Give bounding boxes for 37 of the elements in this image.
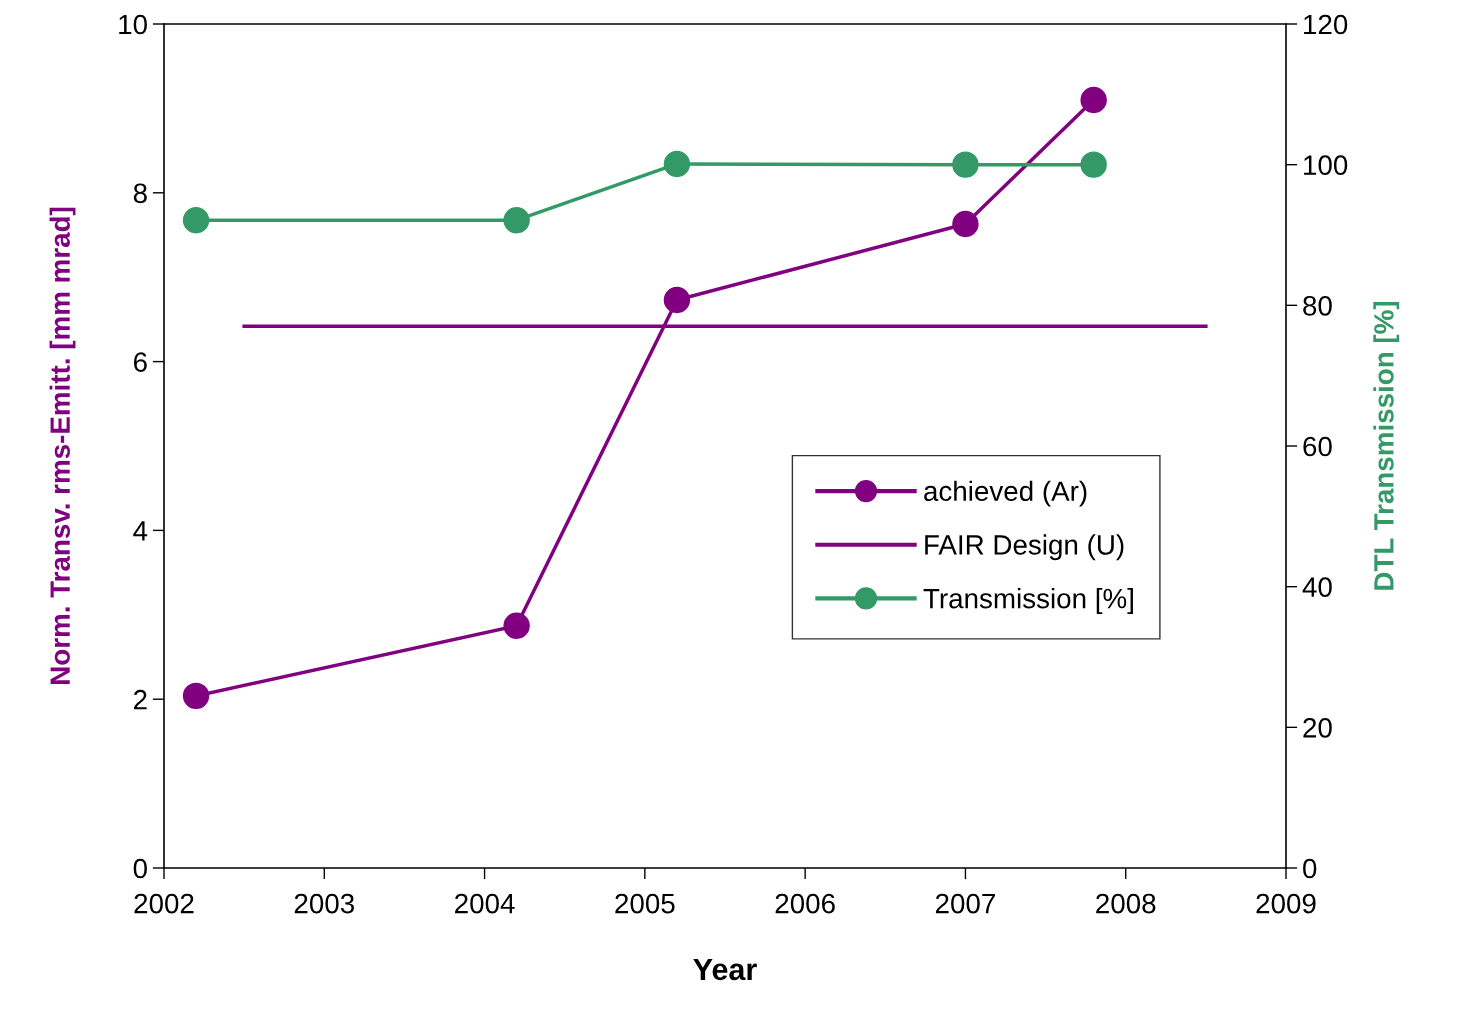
x-tick-label: 2005 — [615, 893, 675, 914]
point — [1080, 86, 1107, 114]
x-axis-title: Year — [693, 958, 757, 981]
x-tick-label: 2007 — [935, 893, 995, 914]
point — [952, 151, 979, 178]
x-tick-label: 2004 — [455, 893, 515, 914]
y-tick-label: 4 — [133, 521, 148, 541]
legend-label: FAIR Design (U) — [925, 534, 1124, 561]
point — [182, 207, 210, 234]
x-tick-label: 2006 — [775, 893, 835, 914]
x-tick-label: 2003 — [294, 893, 354, 914]
x-tick-label: 2009 — [1256, 893, 1316, 914]
point — [663, 286, 691, 314]
y2-tick-label: 120 — [1304, 14, 1348, 35]
point — [952, 210, 979, 238]
y2-tick-label: 20 — [1303, 718, 1332, 738]
point — [1080, 151, 1107, 178]
point — [503, 207, 530, 234]
y2-tick-label: 100 — [1304, 155, 1348, 176]
y2-axis-title: DTL Transmission [%] — [1373, 301, 1400, 590]
y2-tick-label: 40 — [1302, 577, 1332, 598]
y-tick-label: 2 — [133, 689, 147, 710]
y-tick-label: 6 — [133, 352, 147, 372]
legend-label: Transmission [%] — [923, 588, 1133, 614]
y2-tick-label: 0 — [1303, 858, 1317, 879]
x-tick-label: 2002 — [134, 893, 194, 914]
point — [663, 150, 691, 178]
x-tick-label: 2008 — [1096, 893, 1156, 914]
point — [182, 682, 210, 710]
y-tick-label: 10 — [119, 14, 147, 35]
y-axis-title: Norm. Transv. rms-Emitt. [mm mrad] — [49, 207, 76, 684]
y2-tick-label: 60 — [1303, 436, 1332, 457]
point — [503, 612, 530, 639]
y-tick-label: 0 — [133, 858, 147, 879]
legend-label: achieved (Ar) — [924, 480, 1087, 507]
y-tick-label: 8 — [133, 183, 147, 204]
y2-tick-label: 80 — [1303, 296, 1332, 316]
